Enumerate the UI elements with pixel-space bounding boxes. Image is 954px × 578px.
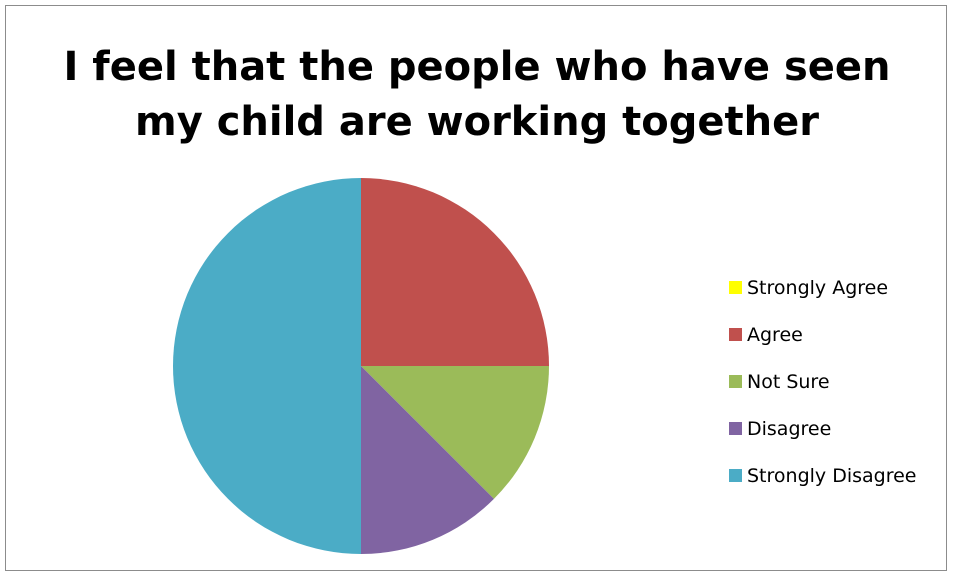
- legend-item-not-sure: Not Sure: [729, 358, 916, 405]
- legend-swatch: [729, 375, 742, 388]
- legend-swatch: [729, 469, 742, 482]
- legend-label: Strongly Disagree: [747, 464, 917, 487]
- legend-item-agree: Agree: [729, 311, 916, 358]
- legend-item-strongly-disagree: Strongly Disagree: [729, 452, 916, 499]
- pie-slice-not-sure: [361, 366, 549, 499]
- legend-label: Disagree: [747, 417, 832, 440]
- pie-slice-disagree: [361, 366, 494, 554]
- legend: Strongly Agree Agree Not Sure Disagree S…: [729, 264, 916, 499]
- legend-label: Agree: [747, 323, 803, 346]
- chart-title-line-2: my child are working together: [135, 99, 819, 145]
- chart-title-line-1: I feel that the people who have seen: [63, 44, 891, 90]
- pie-slice-agree: [361, 178, 549, 366]
- chart-frame: I feel that the people who have seen my …: [5, 5, 947, 571]
- legend-swatch: [729, 328, 742, 341]
- pie-slice-strongly-disagree: [173, 178, 361, 554]
- pie-slices: [173, 178, 549, 554]
- legend-item-strongly-agree: Strongly Agree: [729, 264, 916, 311]
- chart-title: I feel that the people who have seen my …: [6, 40, 948, 150]
- pie-chart: [173, 178, 549, 554]
- legend-item-disagree: Disagree: [729, 405, 916, 452]
- legend-label: Strongly Agree: [747, 276, 889, 299]
- legend-swatch: [729, 422, 742, 435]
- legend-label: Not Sure: [747, 370, 830, 393]
- legend-swatch: [729, 281, 742, 294]
